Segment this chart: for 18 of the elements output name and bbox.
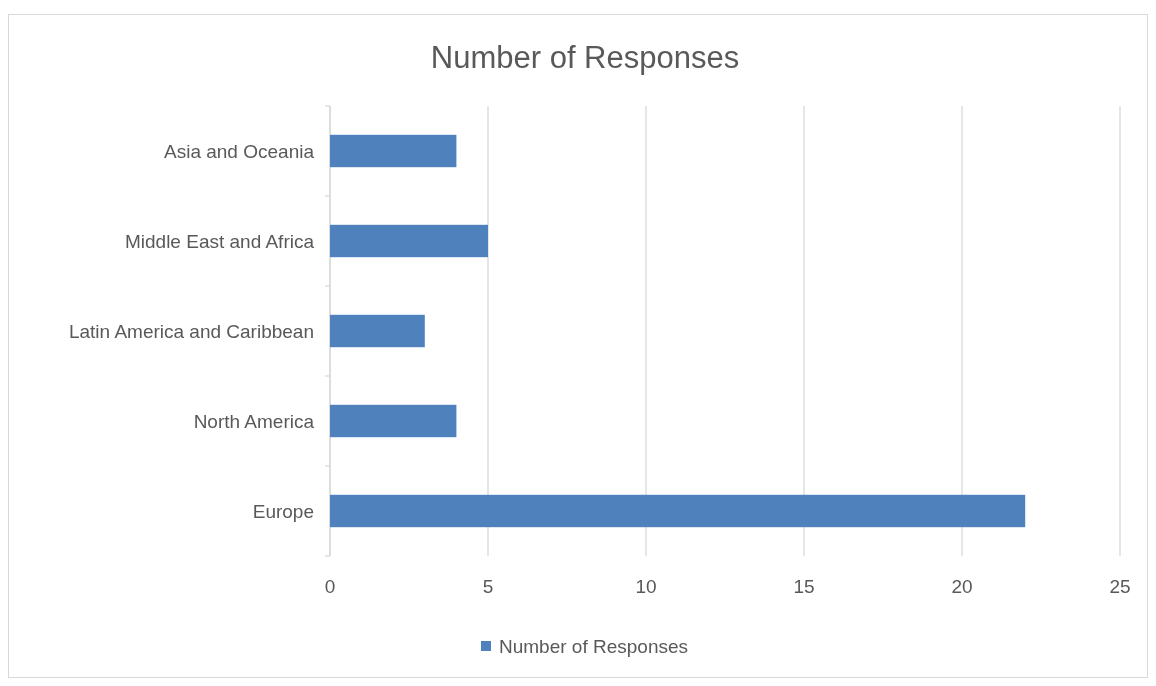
y-tick-label: Europe: [252, 500, 314, 522]
x-tick-label: 0: [324, 575, 336, 597]
chart-title: Number of Responses: [430, 40, 740, 75]
x-tick-label: 20: [951, 575, 973, 597]
bar: [330, 314, 425, 348]
legend-label: Number of Responses: [499, 635, 689, 657]
y-tick-label: Asia and Oceania: [164, 140, 315, 162]
y-tick-label: Middle East and Africa: [124, 230, 315, 252]
bar: [330, 494, 1026, 528]
x-tick-label: 25: [1109, 575, 1131, 597]
x-tick-label: 10: [635, 575, 657, 597]
x-tick-label: 15: [793, 575, 815, 597]
bar: [330, 404, 457, 438]
y-tick-label: North America: [193, 410, 315, 432]
x-tick-label: 5: [482, 575, 494, 597]
y-tick-label: Latin America and Caribbean: [68, 320, 314, 342]
bar: [330, 134, 457, 168]
bar: [330, 224, 488, 258]
